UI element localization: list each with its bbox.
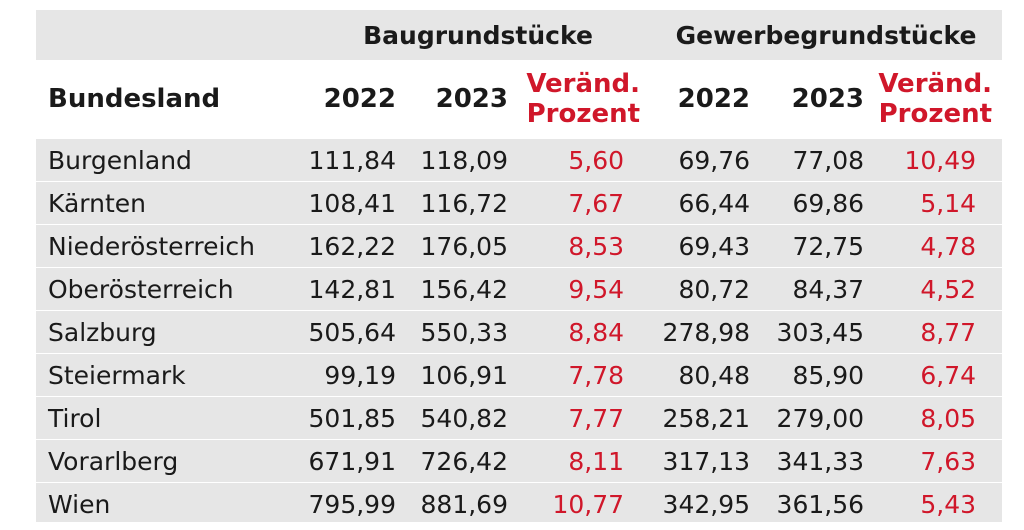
table-row: Niederösterreich 162,22 176,05 8,53 69,4… bbox=[36, 224, 1003, 268]
cell-gew-2022: 69,43 bbox=[650, 224, 761, 268]
column-header-bau-change-line1: Veränd. bbox=[526, 69, 641, 99]
cell-bau-2023: 106,91 bbox=[406, 353, 518, 397]
cell-bundesland: Wien bbox=[36, 482, 306, 525]
group-header-row: Baugrundstücke Gewerbegrundstücke bbox=[36, 10, 1002, 60]
cell-bau-change: 7,67 bbox=[518, 181, 651, 225]
cell-gew-change: 7,63 bbox=[874, 439, 1003, 483]
cell-bau-2023: 176,05 bbox=[406, 224, 518, 268]
cell-bundesland: Tirol bbox=[36, 396, 306, 440]
cell-bau-2022: 505,64 bbox=[306, 310, 406, 354]
table-row: Steiermark 99,19 106,91 7,78 80,48 85,90… bbox=[36, 353, 1003, 397]
cell-bau-change: 7,77 bbox=[518, 396, 651, 440]
cell-bau-2022: 162,22 bbox=[306, 224, 406, 268]
cell-bau-change: 8,84 bbox=[518, 310, 651, 354]
cell-gew-2022: 80,72 bbox=[650, 267, 761, 311]
cell-bundesland: Salzburg bbox=[36, 310, 306, 354]
column-header-gew-2023: 2023 bbox=[760, 60, 875, 139]
cell-gew-change: 5,14 bbox=[874, 181, 1003, 225]
cell-gew-2022: 80,48 bbox=[650, 353, 761, 397]
cell-bau-2023: 540,82 bbox=[406, 396, 518, 440]
table-row: Wien 795,99 881,69 10,77 342,95 361,56 5… bbox=[36, 482, 1003, 525]
cell-gew-2023: 72,75 bbox=[760, 224, 875, 268]
group-header-gewerbegrundstuecke: Gewerbegrundstücke bbox=[675, 20, 977, 50]
cell-gew-2023: 84,37 bbox=[760, 267, 875, 311]
cell-gew-2022: 317,13 bbox=[650, 439, 761, 483]
cell-bau-2023: 116,72 bbox=[406, 181, 518, 225]
cell-gew-2022: 66,44 bbox=[650, 181, 761, 225]
cell-bundesland: Oberösterreich bbox=[36, 267, 306, 311]
cell-bau-change: 5,60 bbox=[518, 138, 651, 182]
cell-bau-2022: 108,41 bbox=[306, 181, 406, 225]
cell-gew-2023: 361,56 bbox=[760, 482, 875, 525]
cell-gew-change: 6,74 bbox=[874, 353, 1003, 397]
land-price-table: Baugrundstücke Gewerbegrundstücke Bundes… bbox=[36, 10, 1003, 525]
cell-bau-2023: 881,69 bbox=[406, 482, 518, 525]
cell-bau-2022: 142,81 bbox=[306, 267, 406, 311]
cell-bundesland: Burgenland bbox=[36, 138, 306, 182]
cell-gew-change: 8,05 bbox=[874, 396, 1003, 440]
column-header-bau-2023: 2023 bbox=[406, 60, 518, 139]
cell-bau-2022: 99,19 bbox=[306, 353, 406, 397]
cell-gew-change: 4,52 bbox=[874, 267, 1003, 311]
cell-bau-change: 8,53 bbox=[518, 224, 651, 268]
column-header-row: Bundesland 2022 2023 Veränd. Prozent 202… bbox=[36, 60, 1003, 139]
table-row: Tirol 501,85 540,82 7,77 258,21 279,00 8… bbox=[36, 396, 1003, 440]
cell-gew-2022: 278,98 bbox=[650, 310, 761, 354]
cell-gew-2023: 341,33 bbox=[760, 439, 875, 483]
column-header-bau-change-line2: Prozent bbox=[526, 99, 641, 129]
cell-gew-change: 10,49 bbox=[874, 138, 1003, 182]
cell-gew-change: 8,77 bbox=[874, 310, 1003, 354]
cell-gew-2022: 258,21 bbox=[650, 396, 761, 440]
cell-bau-change: 9,54 bbox=[518, 267, 651, 311]
table-row: Vorarlberg 671,91 726,42 8,11 317,13 341… bbox=[36, 439, 1003, 483]
cell-bundesland: Kärnten bbox=[36, 181, 306, 225]
column-header-bau-2022: 2022 bbox=[306, 60, 406, 139]
cell-bau-2023: 550,33 bbox=[406, 310, 518, 354]
cell-bau-2022: 501,85 bbox=[306, 396, 406, 440]
cell-gew-2022: 69,76 bbox=[650, 138, 761, 182]
column-header-gew-change: Veränd. Prozent bbox=[874, 60, 1003, 139]
table-row: Kärnten 108,41 116,72 7,67 66,44 69,86 5… bbox=[36, 181, 1003, 225]
column-header-gew-change-line2: Prozent bbox=[878, 99, 993, 129]
cell-bau-2022: 671,91 bbox=[306, 439, 406, 483]
table-row: Oberösterreich 142,81 156,42 9,54 80,72 … bbox=[36, 267, 1003, 311]
cell-bau-2023: 156,42 bbox=[406, 267, 518, 311]
group-header-baugrundstuecke: Baugrundstücke bbox=[363, 20, 593, 50]
column-header-gew-2022: 2022 bbox=[650, 60, 761, 139]
cell-bau-2022: 795,99 bbox=[306, 482, 406, 525]
cell-gew-2023: 77,08 bbox=[760, 138, 875, 182]
table-row: Burgenland 111,84 118,09 5,60 69,76 77,0… bbox=[36, 138, 1003, 182]
cell-gew-2022: 342,95 bbox=[650, 482, 761, 525]
cell-bau-2022: 111,84 bbox=[306, 138, 406, 182]
group-header-empty bbox=[36, 10, 306, 60]
cell-bau-change: 8,11 bbox=[518, 439, 651, 483]
cell-gew-2023: 279,00 bbox=[760, 396, 875, 440]
cell-bundesland: Niederösterreich bbox=[36, 224, 306, 268]
cell-gew-change: 5,43 bbox=[874, 482, 1003, 525]
price-table-panel: Baugrundstücke Gewerbegrundstücke Bundes… bbox=[36, 10, 1003, 525]
cell-bau-change: 10,77 bbox=[518, 482, 651, 525]
cell-bundesland: Steiermark bbox=[36, 353, 306, 397]
cell-gew-change: 4,78 bbox=[874, 224, 1003, 268]
cell-gew-2023: 303,45 bbox=[760, 310, 875, 354]
column-header-bau-change: Veränd. Prozent bbox=[518, 60, 651, 139]
cell-bau-change: 7,78 bbox=[518, 353, 651, 397]
cell-bau-2023: 118,09 bbox=[406, 138, 518, 182]
table-row: Salzburg 505,64 550,33 8,84 278,98 303,4… bbox=[36, 310, 1003, 354]
column-header-bundesland: Bundesland bbox=[36, 60, 306, 139]
cell-bundesland: Vorarlberg bbox=[36, 439, 306, 483]
cell-gew-2023: 85,90 bbox=[760, 353, 875, 397]
column-header-gew-change-line1: Veränd. bbox=[878, 69, 993, 99]
cell-bau-2023: 726,42 bbox=[406, 439, 518, 483]
cell-gew-2023: 69,86 bbox=[760, 181, 875, 225]
